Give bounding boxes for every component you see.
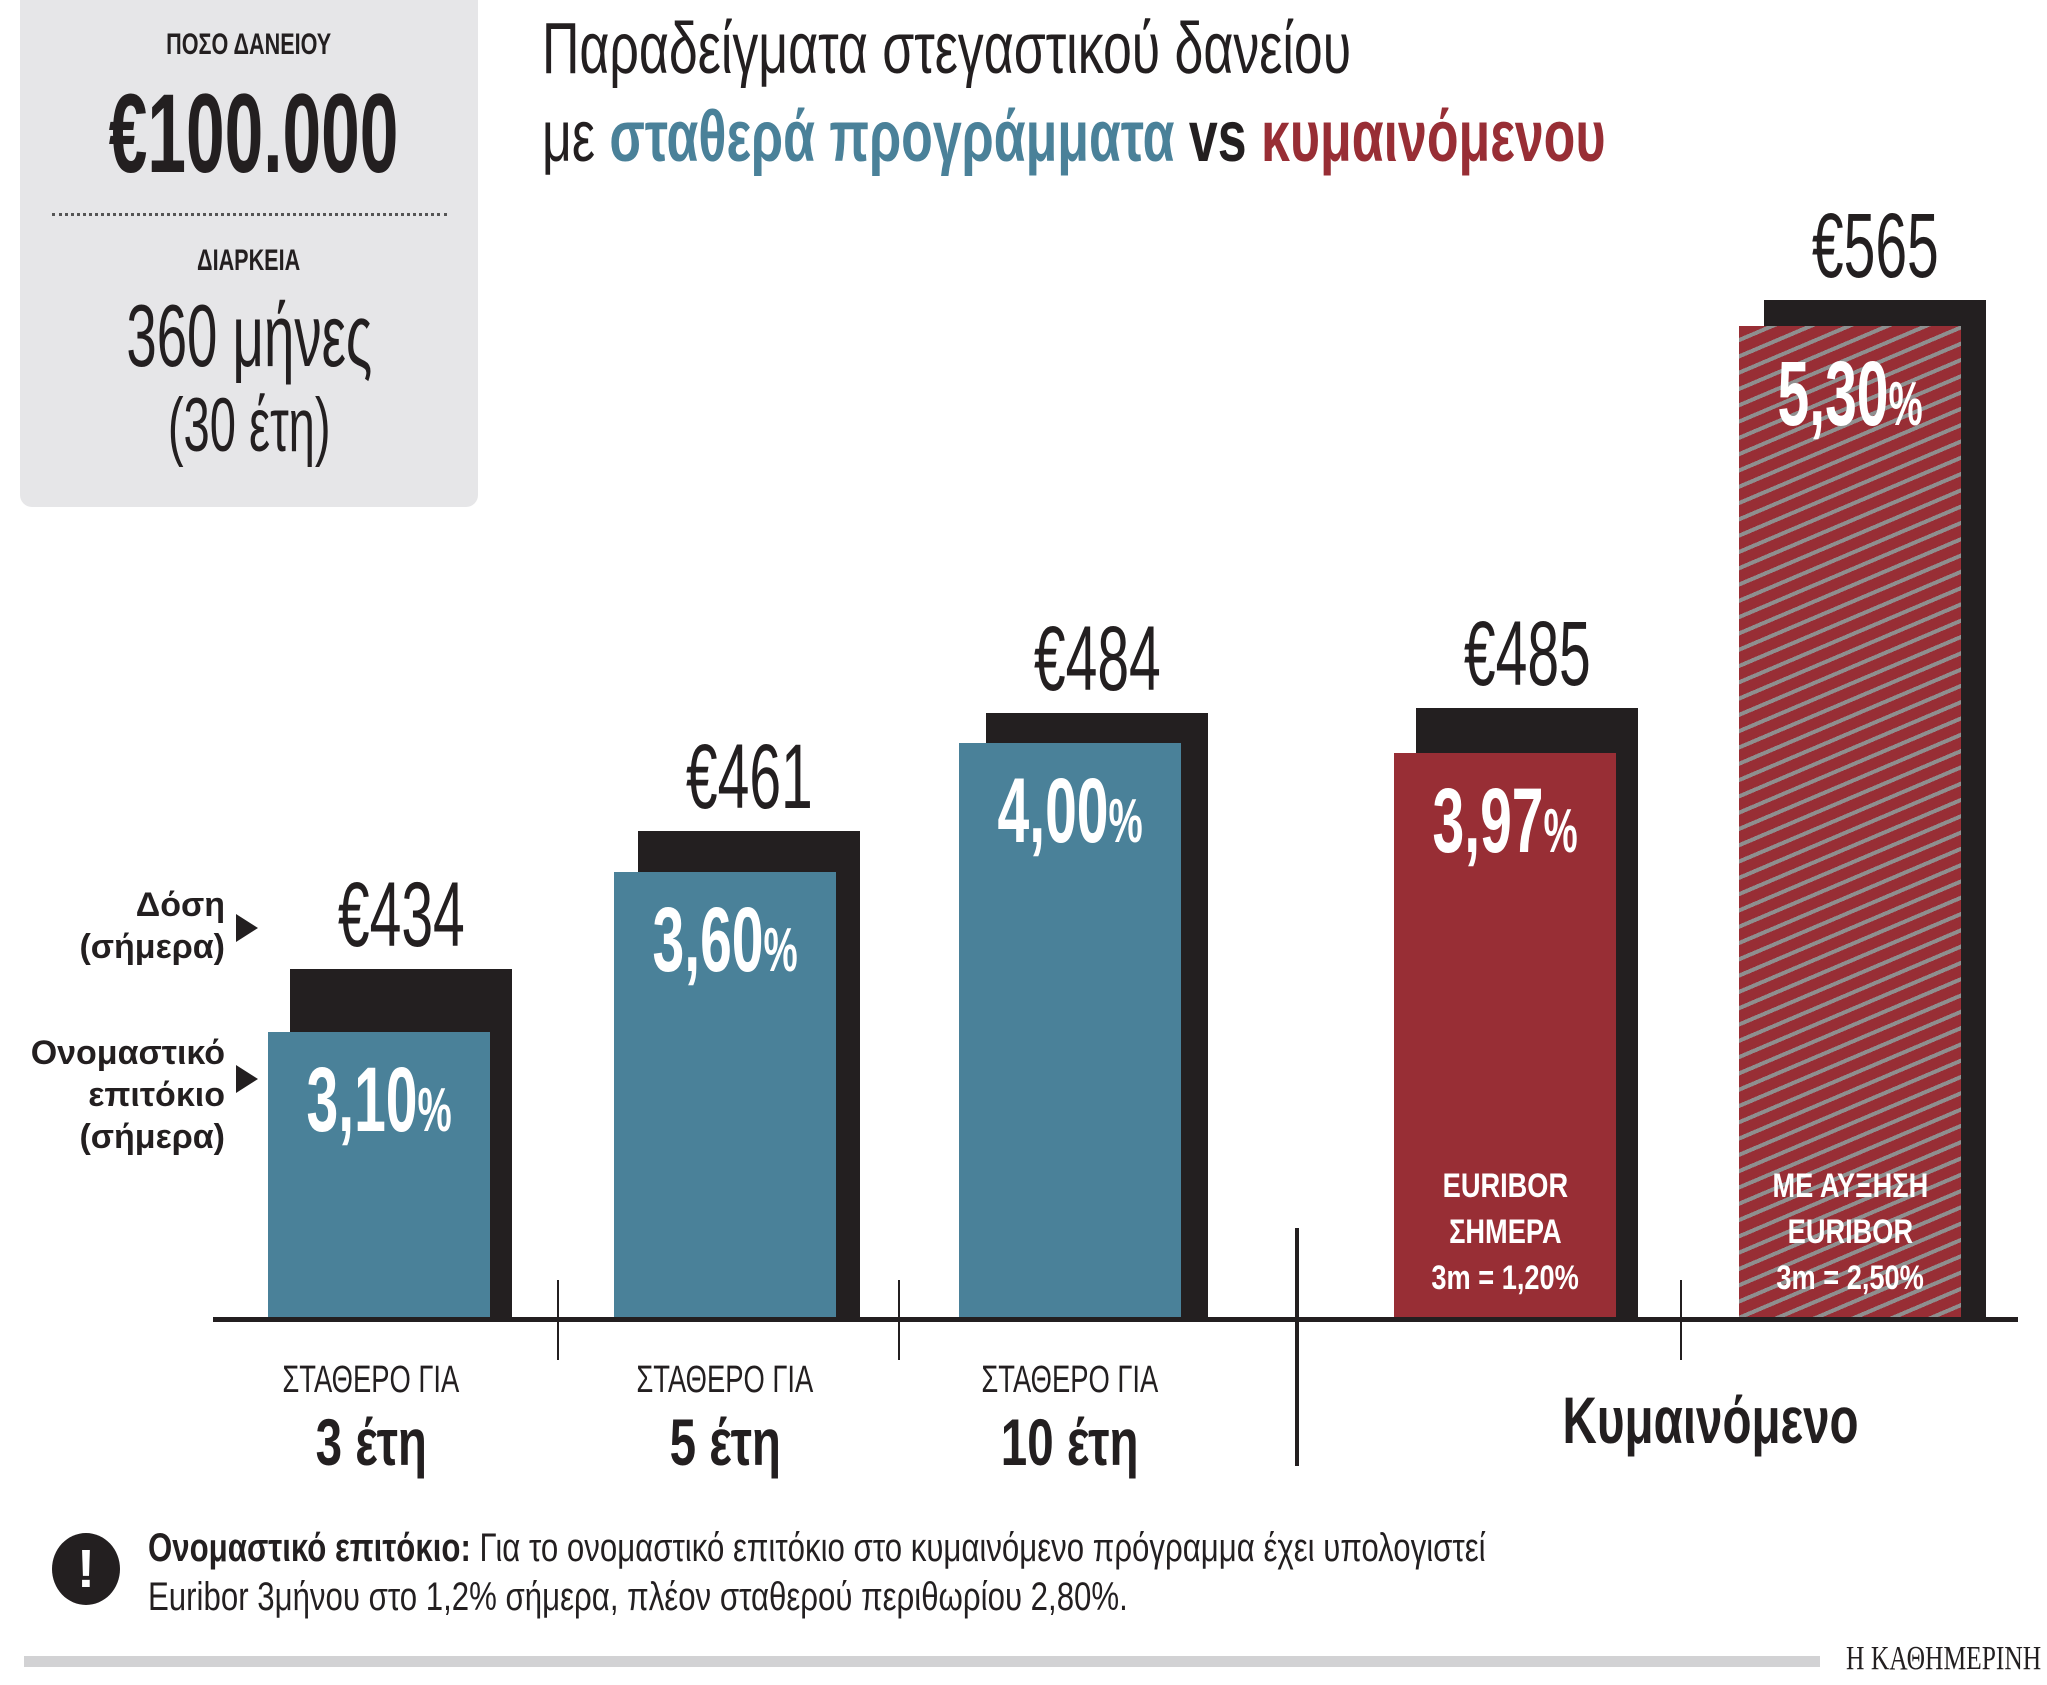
payment-value-text: €565: [1811, 194, 1939, 297]
x-axis: [213, 1317, 2018, 1322]
category-line2: 3 έτη: [315, 1405, 427, 1479]
subtitle-prefix: με: [542, 97, 595, 177]
rate-value-text: 3,97: [1432, 769, 1544, 872]
rate-value-text: 3,10: [306, 1049, 418, 1152]
chart-subtitle: με σταθερά προγράμματα vs κυμαινόμενου: [542, 96, 2019, 178]
category-line1: ΣΤΑΘΕΡΟ ΓΙΑ: [981, 1359, 1159, 1401]
category-line2: 10 έτη: [1001, 1405, 1139, 1479]
payment-value-text: €434: [337, 863, 465, 966]
percent-sign: %: [763, 915, 798, 985]
footer-bar: [24, 1656, 1820, 1667]
footnote-line1: Για το ονομαστικό επιτόκιο στο κυμαινόμε…: [479, 1526, 1486, 1570]
rate-value-label: 3,97%: [1355, 775, 1655, 867]
divider: [898, 1280, 900, 1360]
footnote-bold: Ονομαστικό επιτόκιο:: [148, 1526, 471, 1570]
subtitle-variable: κυμαινόμενου: [1260, 97, 1606, 177]
rate-value-label: 4,00%: [920, 765, 1220, 857]
category-line1: ΣΤΑΘΕΡΟ ΓΙΑ: [636, 1359, 814, 1401]
percent-sign: %: [417, 1076, 452, 1146]
brand-logo-text: Η ΚΑΘΗΜΕΡΙΝΗ: [1845, 1640, 2041, 1677]
rate-value-label: 5,30%: [1700, 348, 2000, 440]
bar-note: EURIBOR: [1700, 1209, 2000, 1255]
rate-bar: [1739, 325, 1961, 1320]
brand-logo: Η ΚΑΘΗΜΕΡΙΝΗ: [1781, 1640, 2041, 1678]
category-label: ΣΤΑΘΕΡΟ ΓΙΑ 3 έτη: [191, 1358, 551, 1482]
payment-value-text: €461: [685, 725, 813, 828]
loan-info-box: ΠΟΣΟ ΔΑΝΕΙΟΥ €100.000 ΔΙΑΡΚΕΙΑ 360 μήνες…: [20, 0, 478, 507]
payment-value-label: €434: [251, 869, 551, 961]
subtitle-vs: vs: [1188, 97, 1247, 177]
arrow-right-icon: [236, 914, 258, 942]
payment-value-label: €484: [947, 613, 1247, 705]
payment-value-label: €565: [1725, 200, 2025, 292]
payment-value-text: €485: [1463, 603, 1591, 706]
loan-amount-label: ΠΟΣΟ ΔΑΝΕΙΟΥ: [20, 28, 478, 62]
duration-months-text: 360 μήνες: [126, 286, 372, 385]
bar-note-text: EURIBOR: [1442, 1167, 1568, 1205]
rate-side-label: Ονομαστικό επιτόκιο (σήμερα): [31, 1032, 225, 1158]
rate-bar: [614, 871, 836, 1320]
duration-years-text: (30 έτη): [167, 383, 331, 468]
rate-label-line: Ονομαστικό: [30, 1034, 225, 1072]
percent-sign: %: [1888, 369, 1923, 439]
percent-sign: %: [1543, 796, 1578, 866]
bar-note-text: 3m = 2,50%: [1776, 1259, 1924, 1297]
percent-sign: %: [1108, 787, 1143, 857]
subtitle-fixed: σταθερά προγράμματα: [609, 97, 1175, 177]
duration-label-text: ΔΙΑΡΚΕΙΑ: [197, 244, 301, 277]
group-divider: [1295, 1228, 1299, 1466]
exclamation-icon: !: [52, 1533, 120, 1605]
category-line2: 5 έτη: [669, 1405, 781, 1479]
bar-note: 3m = 2,50%: [1700, 1255, 2000, 1301]
installment-label-line: (σήμερα): [79, 928, 225, 966]
duration-months: 360 μήνες: [20, 292, 478, 380]
payment-value-label: €461: [599, 731, 899, 823]
bar-note-text: ΣΗΜΕΡΑ: [1448, 1213, 1562, 1251]
bar-note-text: EURIBOR: [1787, 1213, 1913, 1251]
rate-label-line: επιτόκιο: [88, 1076, 225, 1114]
rate-bar: [268, 1032, 490, 1320]
installment-side-label: Δόση (σήμερα): [79, 884, 225, 968]
rate-label-line: (σήμερα): [79, 1118, 225, 1156]
footnote-line2: Euribor 3μήνου στο 1,2% σήμερα, πλέον στ…: [148, 1575, 1128, 1619]
duration-years: (30 έτη): [20, 388, 478, 464]
payment-value-label: €485: [1377, 608, 1677, 700]
rate-value-text: 3,60: [652, 888, 764, 991]
rate-bar: [959, 743, 1181, 1320]
rate-value-label: 3,10%: [229, 1054, 529, 1146]
bar-note-text: 3m = 1,20%: [1431, 1259, 1579, 1297]
category-label: ΣΤΑΘΕΡΟ ΓΙΑ 5 έτη: [545, 1358, 905, 1482]
category-label: ΣΤΑΘΕΡΟ ΓΙΑ 10 έτη: [890, 1358, 1250, 1482]
rate-bar: [1394, 752, 1616, 1320]
rate-value-text: 4,00: [997, 760, 1109, 863]
bar-note: ΜΕ ΑΥΞΗΣΗ: [1700, 1163, 2000, 1209]
loan-amount-label-text: ΠΟΣΟ ΔΑΝΕΙΟΥ: [166, 28, 332, 61]
category-line1: ΣΤΑΘΕΡΟ ΓΙΑ: [282, 1359, 460, 1401]
chart-title: Παραδείγματα στεγαστικού δανείου: [542, 8, 1666, 90]
installment-label-line: Δόση: [135, 886, 225, 924]
payment-value-text: €484: [1033, 608, 1161, 711]
bar-note: 3m = 1,20%: [1355, 1255, 1655, 1301]
rate-value-text: 5,30: [1777, 342, 1889, 445]
divider: [557, 1280, 559, 1360]
loan-amount: €100.000: [20, 78, 478, 190]
bar-note-text: ΜΕ ΑΥΞΗΣΗ: [1772, 1167, 1928, 1205]
chart-title-text: Παραδείγματα στεγαστικού δανείου: [542, 9, 1352, 89]
divider: [52, 213, 447, 216]
bar-note: EURIBOR: [1355, 1163, 1655, 1209]
divider: [1680, 1280, 1682, 1360]
arrow-right-icon: [236, 1065, 258, 1093]
bar-note: ΣΗΜΕΡΑ: [1355, 1209, 1655, 1255]
category-label: Κυμαινόμενο: [1505, 1380, 1865, 1460]
loan-amount-text: €100.000: [108, 71, 399, 196]
category-line2: Κυμαινόμενο: [1562, 1383, 1859, 1457]
duration-label: ΔΙΑΡΚΕΙΑ: [20, 244, 478, 278]
footnote: Ονομαστικό επιτόκιο: Για το ονομαστικό ε…: [148, 1524, 2047, 1622]
rate-value-label: 3,60%: [575, 894, 875, 986]
